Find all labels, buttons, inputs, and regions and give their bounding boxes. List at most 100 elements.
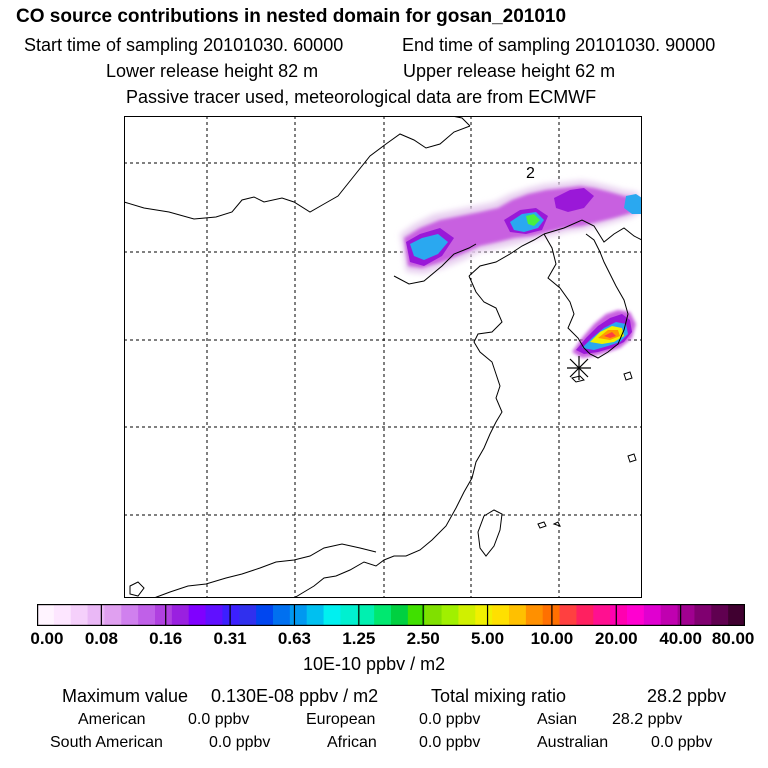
contour-label: 2: [526, 165, 535, 182]
colorbar-swatch: [357, 604, 375, 626]
tracer-note: Passive tracer used, meteorological data…: [126, 87, 597, 107]
max-value: 0.130E-08 ppbv / m2: [211, 686, 379, 706]
region-asian-label: Asian: [537, 711, 578, 728]
plume-korea: [572, 310, 636, 358]
colorbar-frame: [37, 604, 745, 626]
colorbar-swatch: [525, 604, 544, 626]
colorbar-swatch: [593, 604, 611, 626]
colorbar-tick-label: 40.00: [659, 629, 702, 648]
colorbar-swatch: [171, 604, 190, 626]
region-european-label: European: [306, 711, 376, 728]
plume-north: [400, 180, 642, 274]
colorbar-swatch: [728, 604, 745, 626]
colorbar: [37, 604, 745, 626]
colorbar-tick-label: 0.08: [84, 629, 118, 648]
colorbar-swatch: [37, 604, 55, 626]
colorbar-units: 10E-10 ppbv / m2: [303, 654, 446, 674]
region-australian-value: 0.0 ppbv: [651, 734, 713, 751]
colorbar-swatch: [222, 604, 240, 626]
korean-peninsula: [543, 233, 629, 359]
small-island: [552, 521, 561, 527]
colorbar-tick-label: 10.00: [530, 629, 574, 648]
upper-height-label: Upper release height 62 m: [403, 61, 616, 81]
region-asian-value: 28.2 ppbv: [612, 711, 683, 728]
colorbar-swatch: [407, 604, 426, 626]
map-frame: [124, 116, 642, 598]
colorbar-swatch: [188, 604, 207, 626]
colorbar-swatch: [660, 604, 679, 626]
colorbar-swatch: [441, 604, 460, 626]
region-south-american-value: 0.0 ppbv: [209, 734, 271, 751]
plot-title: CO source contributions in nested domain…: [16, 6, 567, 27]
plume-core-edge: [624, 194, 642, 214]
region-south-american-label: South American: [50, 734, 163, 751]
receptor-marker: [567, 356, 591, 380]
jeju-island: [571, 375, 585, 383]
colorbar-swatch: [289, 604, 308, 626]
colorbar-swatch: [627, 604, 645, 626]
colorbar-swatch: [70, 604, 89, 626]
region-african-value: 0.0 ppbv: [419, 734, 481, 751]
coastlines-borders: [124, 116, 642, 598]
korea-border: [543, 219, 642, 243]
colorbar-tick-label: 20.00: [594, 629, 638, 648]
max-value-label: Maximum value: [62, 686, 189, 706]
taiwan-island: [477, 509, 503, 557]
end-time-label: End time of sampling 20101030. 90000: [402, 35, 716, 55]
region-european-value: 0.0 ppbv: [419, 711, 481, 728]
region-american-label: American: [78, 711, 146, 728]
colorbar-tick-label: 0.31: [213, 629, 247, 648]
colorbar-swatch: [374, 604, 392, 626]
colorbar-swatch: [87, 604, 106, 626]
colorbar-swatch: [323, 604, 342, 626]
inner-border: [393, 243, 477, 285]
total-mixing-value: 28.2 ppbv: [647, 686, 727, 706]
russia-china-border: [451, 116, 471, 127]
colorbar-swatch: [391, 604, 409, 626]
colorbar-swatch: [492, 604, 510, 626]
colorbar-swatch: [104, 604, 122, 626]
colorbar-tick-label: 0.63: [277, 629, 311, 648]
colorbar-tick-label: 5.00: [470, 629, 505, 648]
colorbar-swatch: [711, 604, 729, 626]
colorbar-swatch: [694, 604, 712, 626]
colorbar-swatch: [256, 604, 274, 626]
colorbar-swatch: [559, 604, 578, 626]
hainan-island: [129, 581, 145, 597]
map-panel: 2: [124, 116, 642, 598]
colorbar-tick-label: 0.00: [30, 629, 64, 648]
colorbar-swatch: [239, 604, 257, 626]
plume-korea-max: [604, 332, 616, 338]
colorbar-swatch: [610, 604, 628, 626]
japan-island-2: [627, 453, 637, 463]
plume-peak: [526, 214, 540, 226]
colorbar-swatch: [509, 604, 527, 626]
plume-core-east: [554, 188, 594, 212]
plume-core-west: [410, 234, 448, 260]
south-coast: [153, 543, 377, 598]
colorbar-tick-label: 2.50: [406, 629, 440, 648]
colorbar-swatch: [677, 604, 696, 626]
colorbar-swatch: [205, 604, 224, 626]
bohai-coast: [468, 233, 545, 277]
start-time-label: Start time of sampling 20101030. 60000: [24, 35, 344, 55]
region-australian-label: Australian: [537, 734, 609, 751]
colorbar-swatch: [53, 604, 72, 626]
colorbar-swatch: [306, 604, 325, 626]
colorbar-swatch: [155, 604, 173, 626]
colorbar-swatch: [576, 604, 594, 626]
colorbar-swatch: [458, 604, 476, 626]
total-mixing-label: Total mixing ratio: [431, 686, 567, 706]
china-coast: [293, 275, 503, 598]
mongolia-border: [124, 125, 471, 220]
colorbar-tick-label: 80.00: [711, 629, 755, 648]
colorbar-tick-label: 0.16: [149, 629, 183, 648]
colorbar-swatch: [340, 604, 358, 626]
region-american-value: 0.0 ppbv: [188, 711, 250, 728]
colorbar-swatch: [121, 604, 139, 626]
colorbar-swatch: [424, 604, 443, 626]
small-island: [537, 521, 547, 529]
japan-island-1: [623, 371, 633, 381]
graticule-grid: [124, 116, 642, 598]
region-african-label: African: [327, 734, 377, 751]
